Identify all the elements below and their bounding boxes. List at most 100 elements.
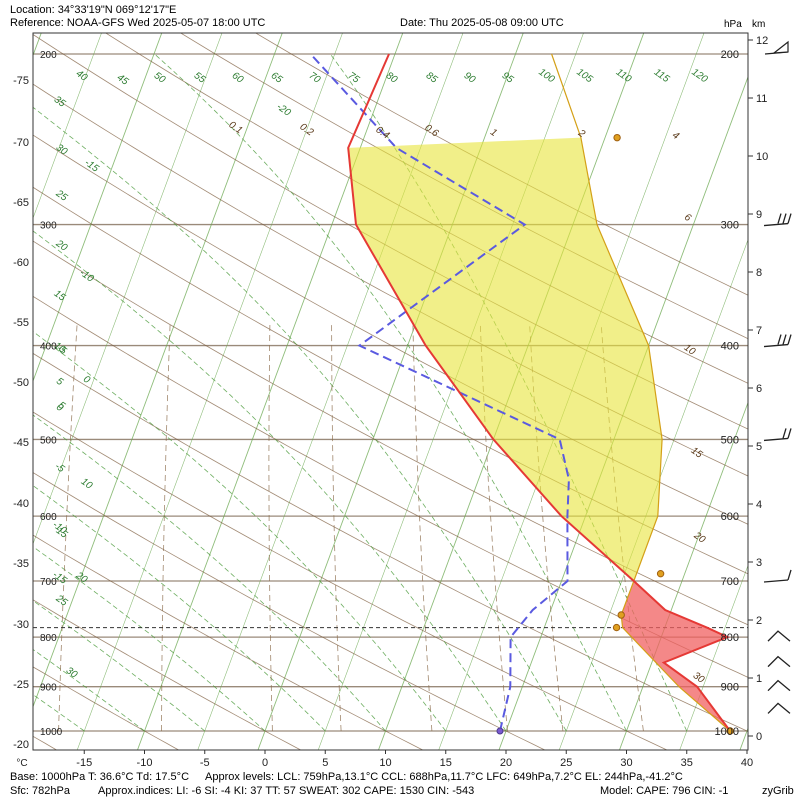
level-marker-surface bbox=[612, 623, 621, 632]
parcel-line bbox=[551, 53, 731, 732]
mixing-ratio-label: 1 bbox=[488, 127, 499, 139]
pressure-label-right: 400 bbox=[721, 341, 739, 353]
x-tick-label: -15 bbox=[76, 757, 92, 769]
barb-calm bbox=[767, 655, 791, 668]
footer-model: Model: CAPE: 796 CIN: -1 bbox=[600, 785, 729, 797]
level-marker-base bbox=[726, 727, 734, 735]
isotherm-line bbox=[33, 33, 163, 383]
x-tick-label: 0 bbox=[262, 757, 268, 769]
pressure-label-right: 700 bbox=[721, 576, 739, 588]
dry-adiabat-line bbox=[33, 352, 748, 732]
left-tick-label: -45 bbox=[13, 437, 29, 449]
isotherm-line bbox=[33, 33, 283, 708]
hpa-unit-label: hPa bbox=[724, 19, 742, 30]
km-tick-label: 2 bbox=[756, 615, 762, 627]
dry-adiabat-line bbox=[33, 295, 748, 678]
isotherm-line bbox=[33, 33, 102, 220]
pressure-label-left: 300 bbox=[40, 221, 57, 232]
x-tick-label: 20 bbox=[500, 757, 512, 769]
barb-pennant bbox=[772, 40, 789, 54]
dry-adiabat-line bbox=[33, 411, 668, 750]
km-tick-label: 3 bbox=[756, 557, 762, 569]
moist-adiabat-label: 5 bbox=[54, 376, 65, 388]
level-marker-lcl bbox=[617, 611, 625, 619]
barb-calm bbox=[767, 702, 791, 714]
x-tick-label: 5 bbox=[322, 757, 328, 769]
km-tick-label: 1 bbox=[756, 673, 762, 685]
moist-adiabat-line bbox=[154, 53, 627, 732]
left-tick-label: -35 bbox=[13, 558, 29, 570]
barb-feather bbox=[777, 334, 782, 345]
x-tick-label: 30 bbox=[620, 757, 632, 769]
pressure-label-left: 600 bbox=[40, 512, 57, 523]
grid-layer bbox=[0, 33, 748, 750]
x-axis-unit: °C bbox=[16, 758, 27, 769]
x-tick-label: 40 bbox=[741, 757, 753, 769]
barb-feather bbox=[777, 213, 782, 224]
pressure-label-left: 900 bbox=[40, 683, 57, 694]
wind-barb-300 bbox=[763, 213, 792, 227]
wind-barb-500 bbox=[763, 428, 792, 442]
moist-adiabat-line bbox=[33, 546, 266, 732]
x-tick-label: -10 bbox=[137, 757, 153, 769]
km-tick-label: 0 bbox=[756, 731, 762, 743]
pressure-label-right: 500 bbox=[721, 434, 739, 446]
mixing-ratio-label: 6 bbox=[682, 212, 693, 224]
dry-adiabat-line bbox=[33, 534, 424, 750]
dry-adiabat-line bbox=[33, 240, 748, 626]
wind-barbs bbox=[763, 40, 792, 714]
x-tick-label: -5 bbox=[200, 757, 210, 769]
barb-feather bbox=[787, 569, 792, 581]
pressure-label-right: 300 bbox=[721, 220, 739, 232]
pressure-label-right: 900 bbox=[721, 682, 739, 694]
barb-shaft bbox=[763, 222, 789, 227]
moist-adiabat-line bbox=[33, 106, 567, 732]
wind-barb-400 bbox=[763, 334, 792, 348]
left-tick-label: -20 bbox=[13, 739, 29, 751]
axes-layer: °C -15 -10 -5 0 5 10 15 20 25 30 35 40-75-70-65-60-5… bbox=[13, 32, 768, 769]
footer-indices: Approx.indices: LI: -6 SI: -4 KI: 37 TT:… bbox=[98, 785, 475, 797]
dewpoint-marker bbox=[496, 727, 504, 735]
isotherm-line bbox=[76, 33, 343, 750]
mixing-ratio-line bbox=[331, 323, 342, 732]
wind-barb-700 bbox=[763, 569, 792, 583]
isotherm-label: 5 bbox=[56, 400, 67, 412]
mixing-ratio-line bbox=[0, 324, 12, 731]
km-tick-label: 9 bbox=[756, 209, 762, 221]
pressure-label-left: 700 bbox=[40, 577, 57, 588]
km-tick-label: 7 bbox=[756, 325, 762, 337]
barb-feather bbox=[782, 428, 787, 439]
left-tick-label: -75 bbox=[13, 75, 29, 87]
barb-calm bbox=[767, 679, 791, 692]
isotherm-line bbox=[739, 727, 748, 750]
moist-adiabat-line bbox=[33, 230, 507, 732]
left-tick-label: -40 bbox=[13, 498, 29, 510]
isotherm-label: 0 bbox=[81, 374, 92, 386]
cape-cin-areas bbox=[33, 137, 748, 731]
cin-area bbox=[621, 581, 731, 731]
x-tick-label: 25 bbox=[560, 757, 572, 769]
wind-barb-950 bbox=[767, 702, 791, 714]
dewpoint-line bbox=[309, 53, 570, 732]
barb-feather bbox=[787, 334, 792, 345]
dry-adiabat-line bbox=[254, 33, 748, 296]
wind-barb-200 bbox=[764, 40, 789, 55]
left-tick-label: -30 bbox=[13, 619, 29, 631]
barb-calm bbox=[767, 630, 791, 642]
dry-adiabat-line bbox=[33, 83, 748, 477]
pressure-label-left: 1000 bbox=[40, 727, 63, 738]
plot-frame bbox=[32, 32, 749, 751]
footer-sfc: Sfc: 782hPa bbox=[10, 785, 70, 797]
pressure-label-right: 200 bbox=[721, 49, 739, 61]
footer-levels: Approx levels: LCL: 759hPa,13.1°C CCL: 6… bbox=[205, 771, 683, 783]
left-tick-label: -50 bbox=[13, 377, 29, 389]
isotherm-line bbox=[679, 564, 748, 750]
mixing-ratio-line bbox=[161, 323, 171, 731]
mixing-ratio-label: 4 bbox=[670, 130, 681, 142]
barb-shaft bbox=[763, 437, 789, 442]
barb-shaft bbox=[763, 579, 789, 583]
mixing-ratio-line bbox=[268, 323, 273, 732]
wind-barb-800 bbox=[767, 630, 791, 642]
x-tick-label: 15 bbox=[440, 757, 452, 769]
dry-adiabat-line bbox=[33, 666, 180, 750]
